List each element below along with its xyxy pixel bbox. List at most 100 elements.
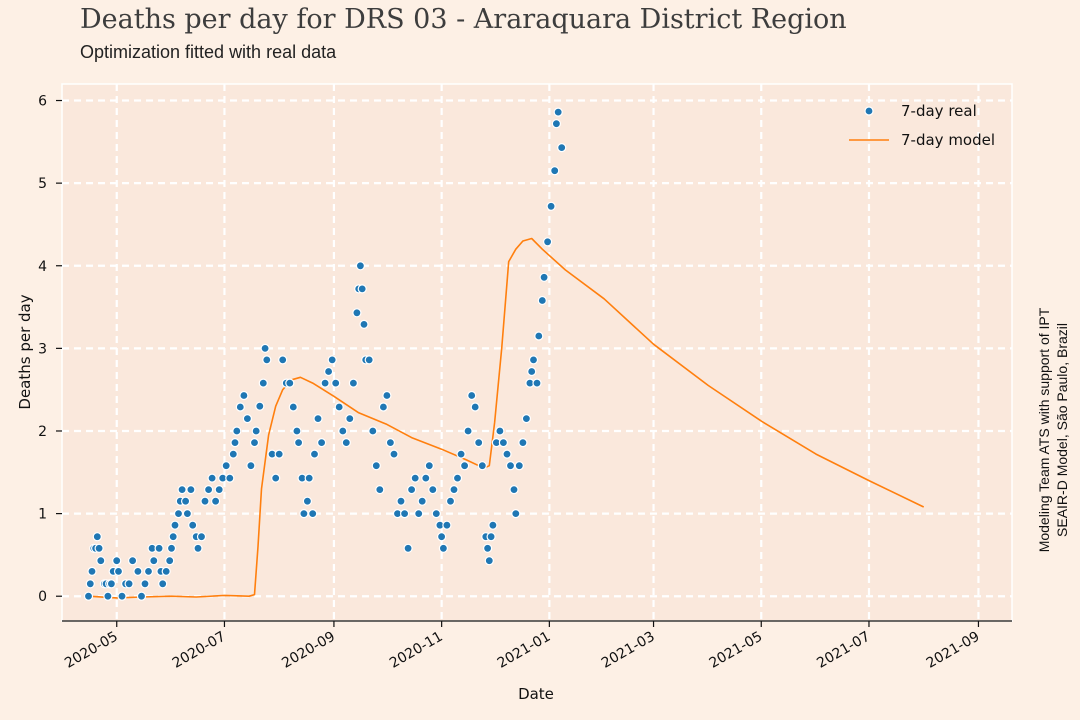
y-tick-label: 4 xyxy=(38,259,47,275)
real-point xyxy=(262,355,272,365)
real-point xyxy=(154,543,164,553)
real-point xyxy=(417,496,427,506)
x-tick-label: 2020-07 xyxy=(170,629,229,672)
real-point xyxy=(553,107,563,117)
real-point xyxy=(309,449,320,459)
real-point xyxy=(168,532,178,542)
real-point xyxy=(498,438,508,448)
real-point xyxy=(173,508,184,519)
model-series-line xyxy=(88,237,925,599)
real-point xyxy=(375,485,385,495)
real-point xyxy=(196,532,207,542)
real-point xyxy=(385,438,395,448)
real-point xyxy=(396,496,406,506)
credit-line-2: SEAIR-D Model, São Paulo, Brazil xyxy=(1054,323,1070,537)
real-point xyxy=(299,508,309,519)
real-point xyxy=(410,473,420,483)
x-tick-label: 2021-09 xyxy=(924,629,983,672)
real-point xyxy=(207,473,217,483)
chart-title: Deaths per day for DRS 03 - Araraquara D… xyxy=(80,4,847,35)
x-ticks: 2020-05 2020-07 2020-09 2020-11 2021-01 2021-… xyxy=(62,621,982,672)
real-point xyxy=(239,390,249,401)
legend-model-label: 7-day model xyxy=(901,131,995,149)
real-point xyxy=(128,556,138,566)
real-point xyxy=(483,543,493,553)
real-point xyxy=(327,355,337,365)
real-point xyxy=(292,426,302,436)
real-point xyxy=(113,566,124,577)
real-point xyxy=(534,331,544,341)
real-point xyxy=(158,579,168,589)
real-point xyxy=(477,461,487,471)
real-point xyxy=(278,355,288,365)
real-point xyxy=(83,591,94,601)
real-point xyxy=(438,543,448,553)
real-point xyxy=(92,532,102,542)
real-point xyxy=(539,272,549,282)
real-point xyxy=(542,237,553,247)
real-point xyxy=(324,366,334,377)
real-point xyxy=(186,485,196,495)
real-point xyxy=(181,496,191,506)
real-point xyxy=(509,485,519,495)
real-point xyxy=(112,556,122,566)
real-point xyxy=(486,532,496,542)
real-point xyxy=(452,473,463,483)
real-point xyxy=(188,520,198,530)
real-point xyxy=(255,401,265,411)
y-tick-label: 5 xyxy=(38,176,47,192)
real-point xyxy=(103,591,113,601)
legend: 7-day real 7-day model xyxy=(849,102,995,149)
real-point xyxy=(449,485,459,495)
real-point xyxy=(308,508,318,519)
real-point xyxy=(514,461,524,471)
real-point xyxy=(470,402,480,412)
real-point xyxy=(317,438,327,448)
real-point xyxy=(136,591,147,601)
real-point xyxy=(193,543,203,553)
real-point xyxy=(221,461,231,471)
real-point xyxy=(214,485,224,495)
real-point xyxy=(550,166,560,176)
real-point xyxy=(165,556,175,566)
x-tick-label: 2021-05 xyxy=(707,629,766,672)
x-tick-label: 2021-07 xyxy=(814,629,873,672)
real-point xyxy=(149,556,159,566)
real-point xyxy=(232,426,242,436)
real-point xyxy=(133,566,143,577)
real-point xyxy=(200,496,210,506)
real-point xyxy=(94,543,104,553)
real-point xyxy=(414,508,424,519)
real-point xyxy=(484,556,494,566)
real-point xyxy=(442,520,452,530)
real-point xyxy=(117,591,127,601)
real-point xyxy=(338,426,348,436)
real-point xyxy=(258,378,268,388)
real-point xyxy=(378,402,388,412)
real-point xyxy=(260,343,270,353)
real-point xyxy=(304,473,314,483)
grid xyxy=(62,84,1012,621)
real-point xyxy=(364,355,374,365)
real-point xyxy=(445,496,456,506)
real-point xyxy=(143,566,154,577)
real-point xyxy=(382,390,392,401)
real-point xyxy=(271,473,281,483)
real-point xyxy=(528,355,539,365)
real-point xyxy=(463,426,473,436)
real-point xyxy=(400,508,410,519)
real-point xyxy=(421,473,431,483)
real-point xyxy=(225,473,235,483)
real-point xyxy=(285,378,295,388)
real-point xyxy=(505,461,516,471)
real-point xyxy=(359,319,369,329)
real-point xyxy=(551,119,562,129)
real-point xyxy=(246,461,256,471)
y-tick-label: 1 xyxy=(38,507,47,523)
real-point xyxy=(302,496,312,506)
real-point xyxy=(557,143,567,153)
real-point xyxy=(467,390,477,401)
real-point xyxy=(355,261,365,271)
plot-area xyxy=(61,83,1013,622)
